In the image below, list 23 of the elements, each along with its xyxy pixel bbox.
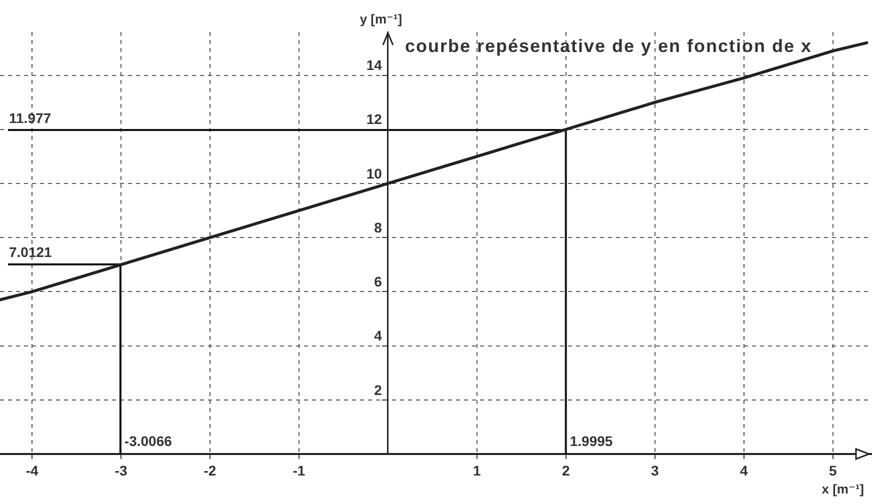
x-tick-label: 2 <box>562 462 570 478</box>
x-tick-label: 1 <box>473 462 482 478</box>
x-tick-label: 4 <box>740 462 748 478</box>
x-tick-label: 5 <box>828 462 837 478</box>
y-tick-label: 14 <box>366 57 382 74</box>
chart-title: courbe repésentative de y en fonction de x <box>404 36 812 56</box>
ref-line-label: 7.0121 <box>9 244 52 260</box>
y-tick-label: 2 <box>374 382 382 398</box>
y-tick-label: 8 <box>374 219 382 236</box>
ref-line-label: -3.0066 <box>124 432 172 449</box>
ref-line-label: 1.9995 <box>570 432 613 449</box>
ref-line-label: 11.977 <box>9 110 52 126</box>
y-tick-label: 6 <box>374 274 382 290</box>
x-tick-label: -1 <box>292 462 306 478</box>
x-tick-label: 3 <box>650 462 659 478</box>
y-tick-label: 4 <box>374 328 382 344</box>
y-tick-label: 10 <box>366 165 382 182</box>
x-tick-label: -2 <box>204 462 216 478</box>
y-axis-title: y [m⁻¹] <box>360 12 402 27</box>
x-tick-label: -3 <box>114 462 128 478</box>
x-axis-title: x [m⁻¹] <box>822 482 864 497</box>
y-tick-label: 12 <box>366 111 382 128</box>
x-tick-label: -4 <box>26 462 38 478</box>
